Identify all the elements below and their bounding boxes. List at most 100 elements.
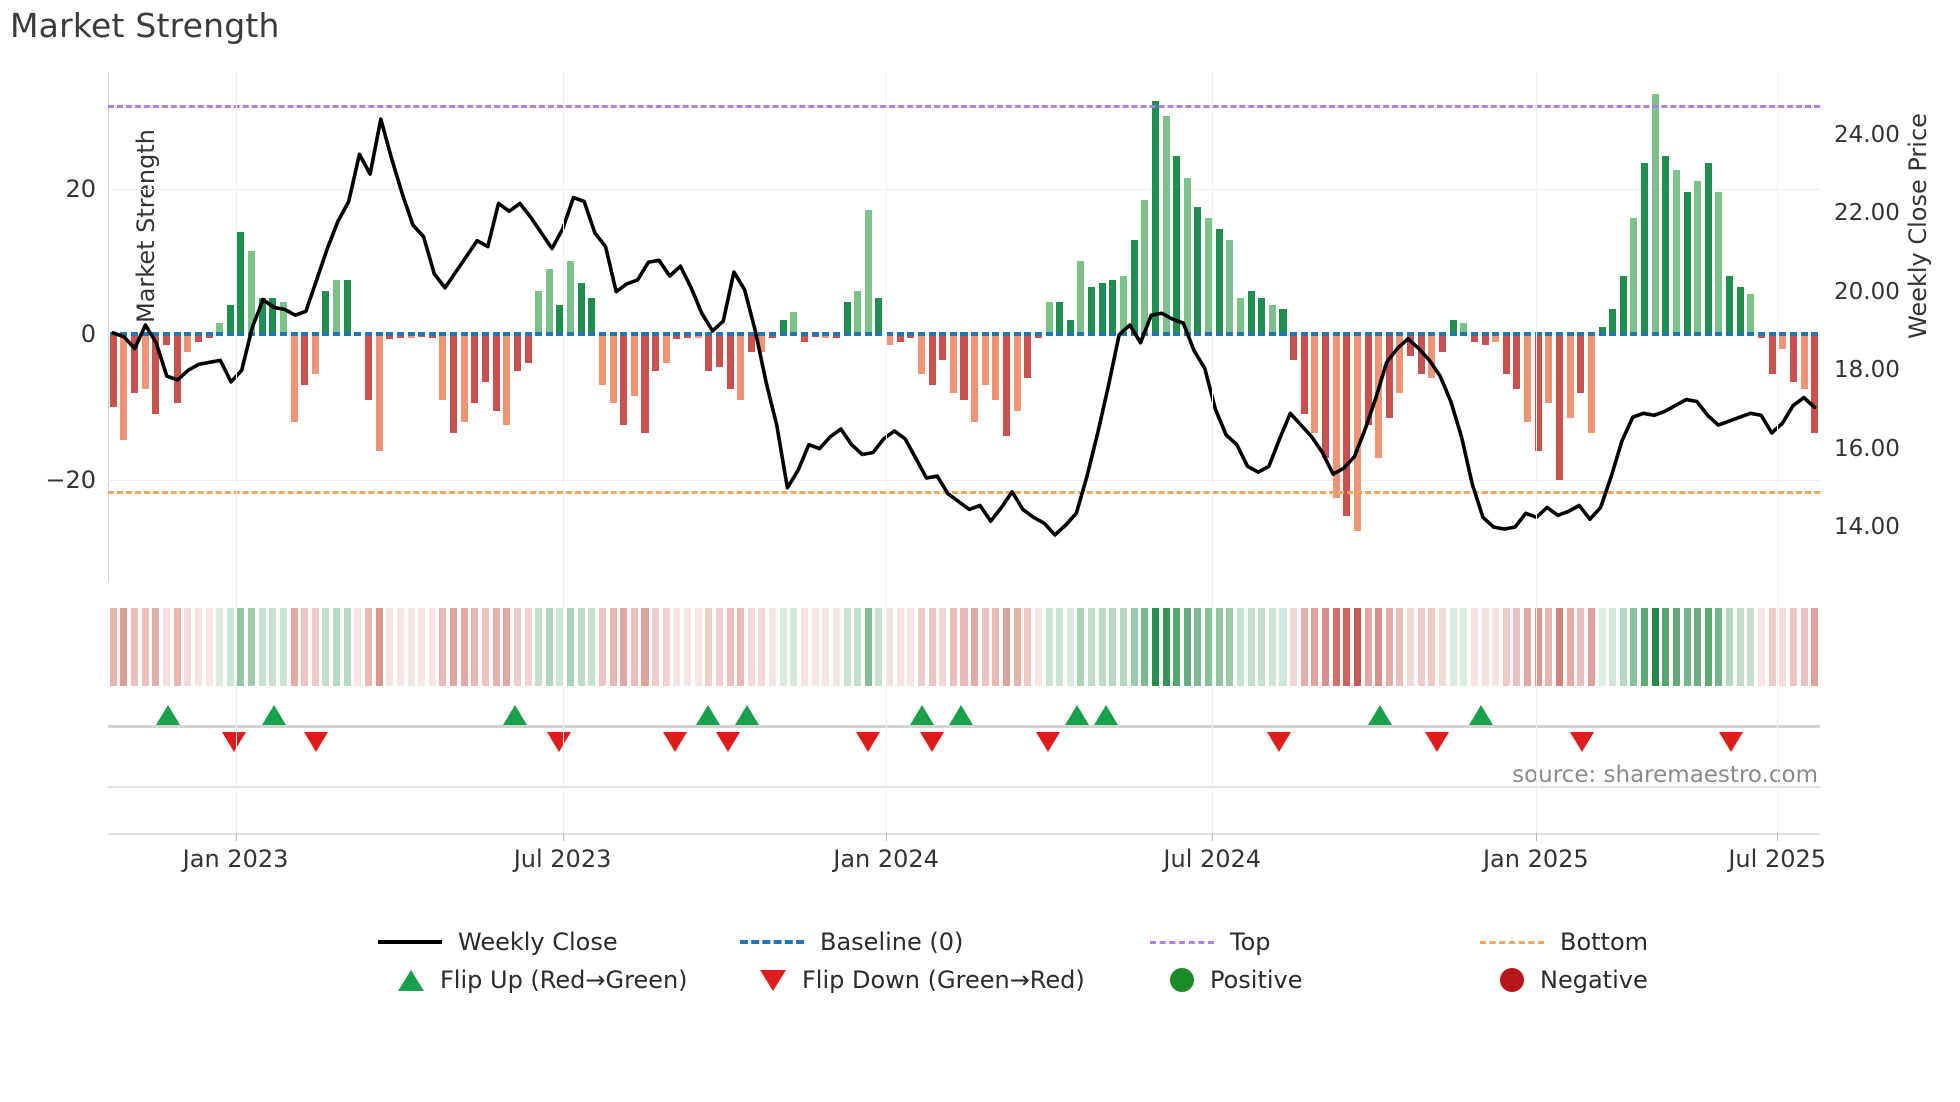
baseline-segment [1205, 332, 1213, 337]
legend-item[interactable]: Weekly Close [378, 925, 618, 959]
baseline-segment [545, 332, 553, 337]
strength-bar [737, 334, 745, 400]
heatmap-cell [439, 608, 447, 686]
strength-bar [1183, 177, 1191, 335]
strength-bar [545, 268, 553, 335]
baseline-segment [375, 332, 383, 337]
strength-bar [896, 334, 904, 342]
x-tick-mark [1777, 833, 1779, 841]
flip-down-key-icon [760, 969, 786, 991]
baseline-segment [1524, 332, 1532, 337]
legend-item[interactable]: Top [1150, 925, 1271, 959]
heatmap-cell [811, 608, 819, 686]
legend-item[interactable]: Negative [1480, 963, 1648, 997]
baseline-segment [1502, 332, 1510, 337]
legend-item[interactable]: Baseline (0) [740, 925, 963, 959]
strength-bar [535, 290, 543, 335]
baseline-segment [949, 332, 957, 337]
heatmap-cell [662, 608, 670, 686]
heatmap-cell [609, 608, 617, 686]
baseline-segment [726, 332, 734, 337]
heatmap-cell [1545, 608, 1553, 686]
baseline-segment [1587, 332, 1595, 337]
left-tick-label: 20 [65, 174, 96, 203]
baseline-segment [269, 332, 277, 337]
strength-bar [1811, 334, 1819, 433]
strength-bar [1704, 163, 1712, 335]
heatmap-cell [620, 608, 628, 686]
baseline-segment [1353, 332, 1361, 337]
strength-bar [1385, 334, 1393, 419]
flip-down-marker-icon [1570, 732, 1595, 752]
heatmap-cell [141, 608, 149, 686]
strength-bar [1800, 334, 1808, 389]
baseline-segment [1407, 332, 1415, 337]
strength-bar [1300, 334, 1308, 415]
strength-bar [620, 334, 628, 426]
legend-item-label: Positive [1210, 966, 1303, 994]
legend-item[interactable]: Flip Up (Red→Green) [378, 963, 688, 997]
strength-bar [1290, 334, 1298, 360]
strength-bar [928, 334, 936, 386]
baseline-segment [694, 332, 702, 337]
left-axis-spine [108, 72, 109, 582]
strength-bar [1375, 334, 1383, 459]
heatmap-cell [1470, 608, 1478, 686]
strength-bar [1407, 334, 1415, 357]
baseline-segment [1683, 332, 1691, 337]
legend-item[interactable]: Positive [1150, 963, 1303, 997]
legend-item-label: Flip Up (Red→Green) [440, 966, 688, 994]
heatmap-cell [886, 608, 894, 686]
strength-bar [439, 334, 447, 400]
baseline-segment [1736, 332, 1744, 337]
bottom-reference-line [108, 490, 1820, 494]
baseline-segment [1534, 332, 1542, 337]
heatmap-cell [152, 608, 160, 686]
strength-bar [864, 210, 872, 335]
chart-legend: Weekly Close Baseline (0) Top Bottom Flip Up… [0, 925, 1960, 1015]
heatmap-cell [311, 608, 319, 686]
strength-bar [450, 334, 458, 433]
legend-item[interactable]: Bottom [1480, 925, 1648, 959]
heatmap-cell [301, 608, 309, 686]
flip-up-marker-icon [1064, 705, 1089, 725]
lower-gridline-upper [108, 786, 1820, 788]
heatmap-cell [1024, 608, 1032, 686]
heatmap-cell [907, 608, 915, 686]
strength-bar [715, 334, 723, 368]
baseline-segment [1034, 332, 1042, 337]
baseline-segment [652, 332, 660, 337]
heatmap-cell [1598, 608, 1606, 686]
heatmap-cell [1502, 608, 1510, 686]
heatmap-cell [1130, 608, 1138, 686]
strength-bar [109, 334, 117, 408]
heatmap-cell [290, 608, 298, 686]
weekly-close-key-icon [378, 940, 442, 944]
heatmap-cell [1343, 608, 1351, 686]
heatmap-cell [1439, 608, 1447, 686]
heatmap-cell [577, 608, 585, 686]
baseline-segment [662, 332, 670, 337]
strength-bar [1598, 327, 1606, 335]
strength-bar [577, 283, 585, 335]
right-tick-label: 18.00 [1834, 357, 1900, 384]
baseline-segment [258, 332, 266, 337]
source-attribution: source: sharemaestro.com [1512, 762, 1818, 788]
baseline-segment [322, 332, 330, 337]
strength-bar [1343, 334, 1351, 517]
strength-bar [726, 334, 734, 389]
heatmap-cell [1098, 608, 1106, 686]
strength-bar [1162, 115, 1170, 335]
heatmap-cell [460, 608, 468, 686]
baseline-segment [1247, 332, 1255, 337]
heatmap-cell [715, 608, 723, 686]
baseline-segment [843, 332, 851, 337]
heatmap-cell [343, 608, 351, 686]
baseline-segment [481, 332, 489, 337]
heatmap-cell [864, 608, 872, 686]
legend-item-label: Baseline (0) [820, 928, 964, 956]
legend-item[interactable]: Flip Down (Green→Red) [740, 963, 1085, 997]
strength-bar [1311, 334, 1319, 433]
strength-bar [1056, 301, 1064, 335]
baseline-segment [226, 332, 234, 337]
